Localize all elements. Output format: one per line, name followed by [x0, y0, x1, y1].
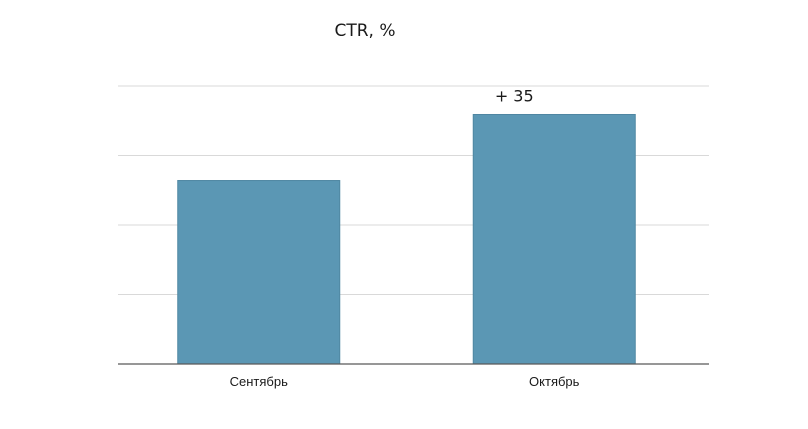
bars: [177, 113, 636, 365]
bar-1: [177, 180, 341, 365]
data-label: + 35: [495, 86, 534, 105]
bar-2: [472, 113, 636, 365]
x-tick-label: Октябрь: [529, 374, 580, 389]
x-tick-labels: Сентябрь Октябрь: [230, 374, 580, 389]
x-tick-label: Сентябрь: [230, 374, 288, 389]
data-labels: + 35: [495, 86, 534, 105]
chart-title: CTR, %: [334, 21, 395, 41]
